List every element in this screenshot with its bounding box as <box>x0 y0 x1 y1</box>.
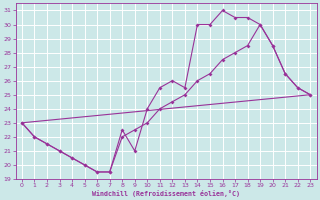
X-axis label: Windchill (Refroidissement éolien,°C): Windchill (Refroidissement éolien,°C) <box>92 190 240 197</box>
